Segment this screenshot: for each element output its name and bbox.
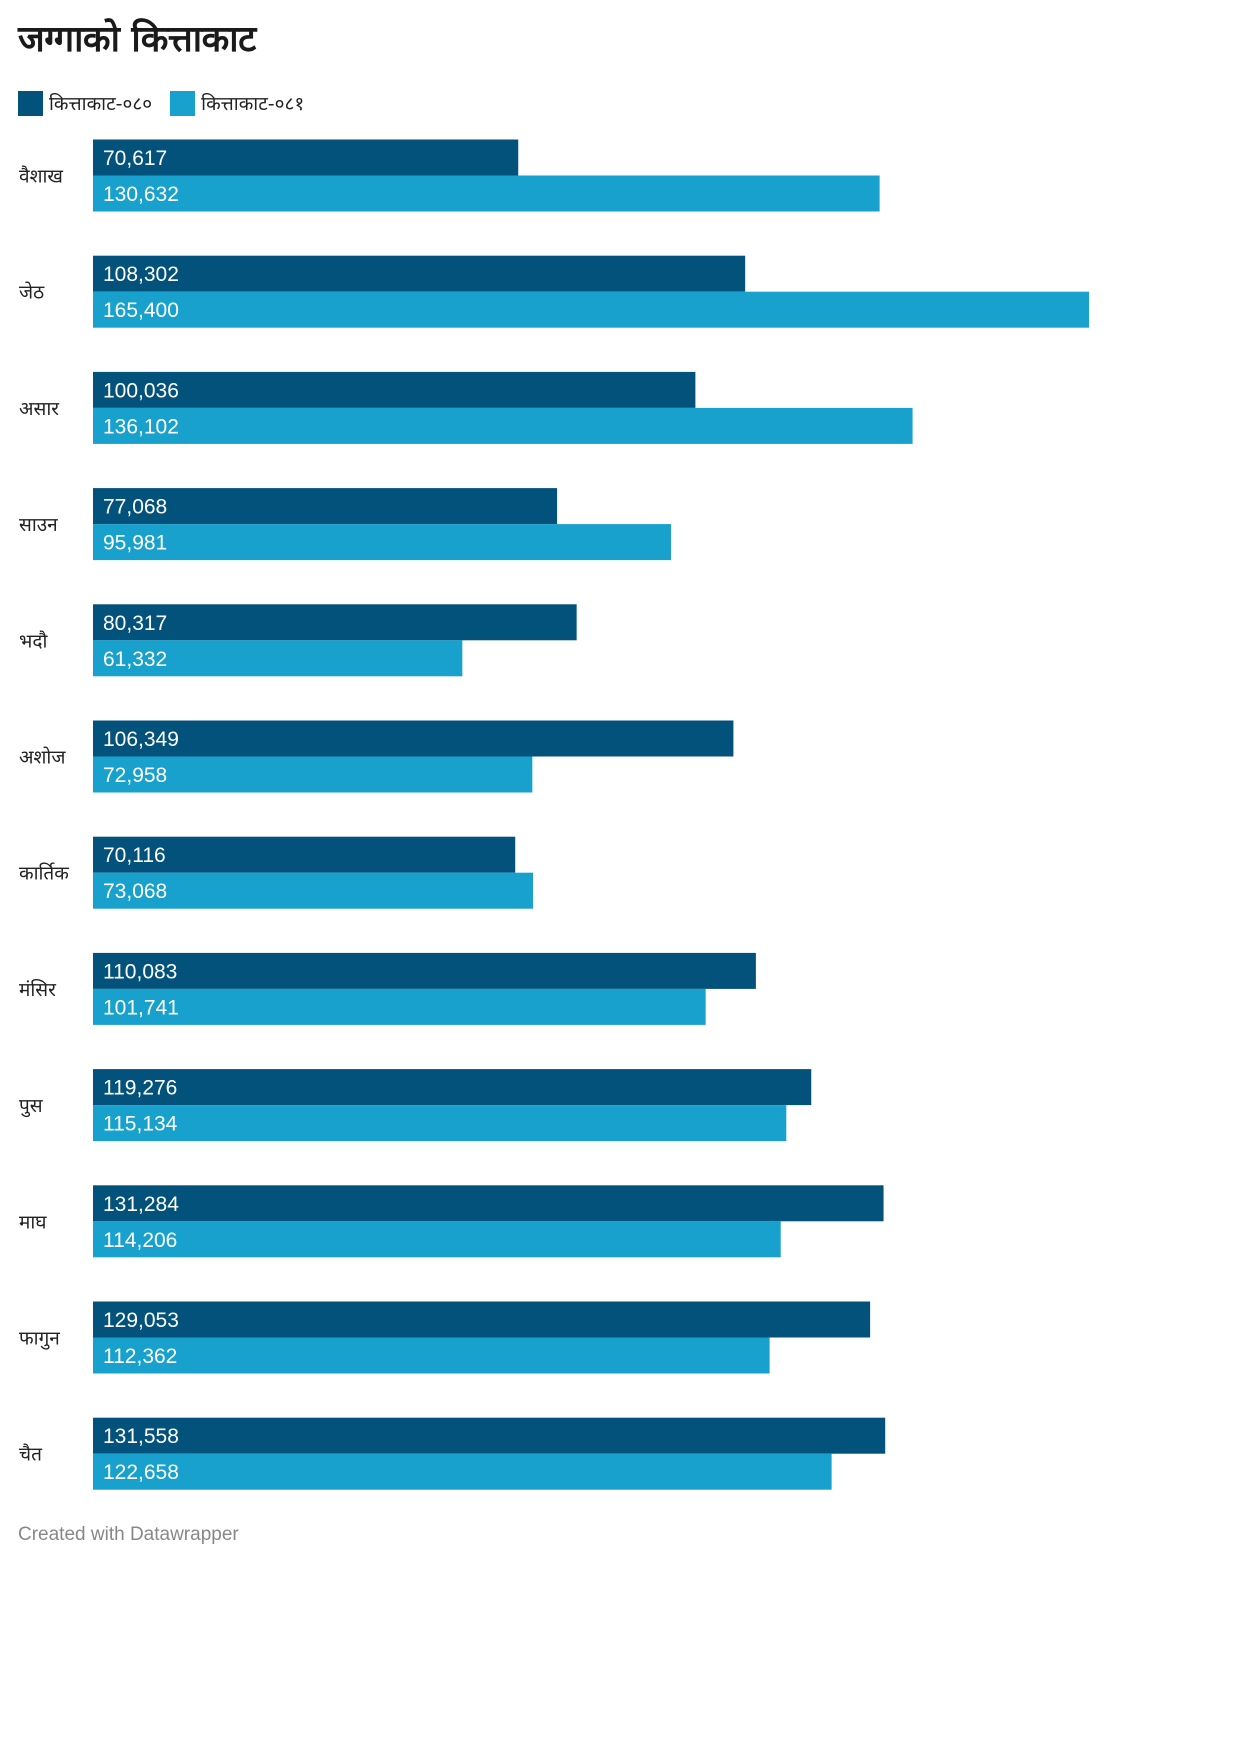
bar-value-label: 61,332 (103, 648, 167, 671)
chart-title: जग्गाको कित्ताकाट (18, 19, 256, 60)
category-label: चैत (19, 1443, 43, 1466)
bar-value-label: 95,981 (103, 532, 167, 555)
bar-value-label: 72,958 (103, 764, 167, 787)
bar (93, 988, 706, 1025)
legend-label-081: कित्ताकाट-०८१ (201, 93, 305, 115)
bar (93, 1185, 884, 1222)
category-label: माघ (19, 1211, 47, 1233)
bar (93, 1105, 787, 1142)
bar-value-label: 106,349 (103, 728, 179, 751)
bar-value-label: 114,206 (103, 1229, 177, 1252)
category-label: मंसिर (19, 978, 57, 1001)
bar (93, 604, 577, 641)
category-label: पुस (19, 1095, 44, 1118)
category-label: अशोज (19, 746, 66, 769)
bar (93, 1453, 832, 1490)
bar-value-label: 77,068 (103, 496, 167, 519)
category-label: वैशाख (19, 165, 63, 188)
bar (93, 836, 516, 873)
bar (93, 1069, 812, 1106)
footer-credit: Created with Datawrapper (18, 1524, 239, 1545)
bar (93, 488, 558, 525)
bar (93, 255, 746, 292)
legend-item-081: कित्ताकाट-०८१ (170, 90, 304, 116)
bar (93, 720, 734, 757)
bar (93, 524, 671, 561)
bar-value-label: 110,083 (103, 960, 177, 983)
bar (93, 139, 519, 176)
bar (93, 1337, 770, 1374)
bar-value-label: 131,558 (103, 1425, 179, 1448)
category-label: कार्तिक (19, 862, 69, 885)
bar-chart: वैशाख 70,617 130,632 जेठ 108,302 165,400 असार 1… (19, 139, 1089, 1490)
category-label: जेठ (19, 281, 45, 304)
bar (93, 371, 696, 408)
bar-value-label: 112,362 (103, 1345, 177, 1368)
bar-value-label: 73,068 (103, 880, 167, 903)
bar (93, 756, 533, 793)
bar-value-label: 80,317 (103, 612, 167, 635)
bar-value-label: 119,276 (103, 1077, 177, 1100)
category-label: साउन (19, 514, 58, 536)
category-label: फागुन (19, 1328, 60, 1351)
bar-value-label: 129,053 (103, 1309, 179, 1332)
legend-swatch-080 (18, 90, 43, 116)
category-label: असार (19, 398, 60, 420)
category-label: भदौ (19, 629, 48, 652)
bar-value-label: 100,036 (103, 379, 179, 402)
bar-value-label: 70,116 (103, 844, 166, 867)
bar (93, 175, 880, 212)
bar (93, 1221, 781, 1258)
bar-value-label: 136,102 (103, 415, 179, 438)
bar (93, 407, 913, 444)
bar (93, 640, 463, 677)
bar-value-label: 122,658 (103, 1461, 179, 1484)
bar-value-label: 165,400 (103, 299, 179, 322)
bar (93, 952, 756, 989)
bar-value-label: 108,302 (103, 263, 179, 286)
bar-value-label: 115,134 (103, 1113, 178, 1136)
bar (93, 1417, 886, 1454)
bar (93, 872, 533, 909)
legend: कित्ताकाट-०८० कित्ताकाट-०८१ (18, 88, 322, 118)
legend-swatch-081 (170, 90, 196, 116)
legend-label-080: कित्ताकाट-०८० (49, 93, 153, 115)
legend-item-080: कित्ताकाट-०८० (18, 90, 152, 116)
bar-value-label: 130,632 (103, 183, 179, 206)
bar (93, 291, 1089, 328)
bar (93, 1301, 871, 1338)
bar-value-label: 131,284 (103, 1193, 179, 1216)
bar-value-label: 70,617 (103, 147, 167, 170)
bar-value-label: 101,741 (103, 996, 179, 1019)
